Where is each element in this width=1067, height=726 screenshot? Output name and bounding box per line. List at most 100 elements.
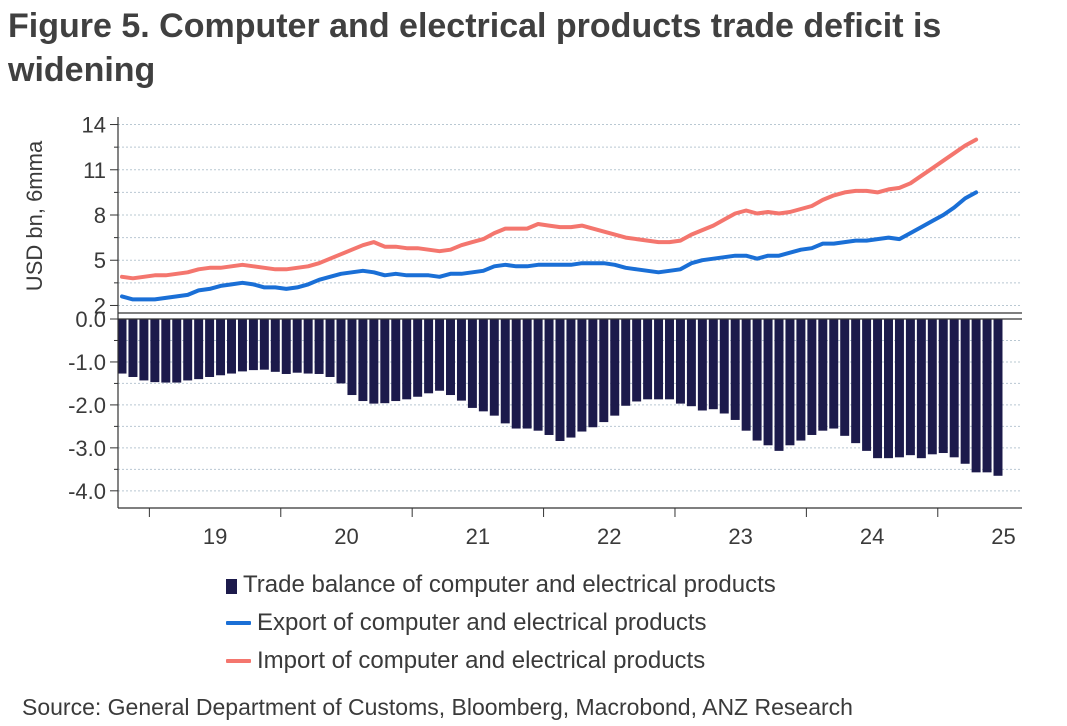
trade-balance-bar	[577, 319, 587, 432]
trade-balance-bar	[500, 319, 510, 424]
legend: Trade balance of computer and electrical…	[226, 566, 776, 680]
trade-balance-bar	[938, 319, 948, 454]
trade-balance-bar	[632, 319, 642, 402]
top-y-tick-label: 5	[94, 248, 106, 273]
legend-item-export: Export of computer and electrical produc…	[226, 604, 776, 642]
top-y-tick-label: 8	[94, 203, 106, 228]
trade-balance-bar	[413, 319, 423, 397]
top-y-tick-label: 14	[82, 113, 106, 138]
top-y-tick-label: 11	[83, 158, 106, 183]
trade-balance-bar	[741, 319, 751, 431]
trade-balance-bars	[117, 319, 1003, 476]
trade-balance-bar	[654, 319, 664, 400]
chart-title: Figure 5. Computer and electrical produc…	[8, 7, 942, 89]
trade-balance-bar	[916, 319, 926, 459]
x-tick-label: 22	[597, 524, 621, 549]
trade-balance-bar	[139, 319, 149, 381]
top-panel-gridlines	[118, 124, 1022, 306]
import-series-line	[120, 137, 979, 281]
trade-balance-bar	[719, 319, 729, 414]
trade-balance-bar	[851, 319, 861, 444]
trade-balance-bar	[358, 319, 368, 402]
trade-balance-bar	[993, 319, 1003, 476]
trade-balance-bar	[708, 319, 718, 410]
trade-balance-bar	[818, 319, 828, 431]
legend-label-trade-balance: Trade balance of computer and electrical…	[243, 571, 776, 598]
trade-balance-bar	[281, 319, 291, 374]
trade-balance-bar	[774, 319, 784, 451]
trade-balance-bar	[807, 319, 817, 435]
trade-balance-bar	[840, 319, 850, 436]
trade-balance-bar	[325, 319, 335, 377]
x-tick-label: 25	[991, 524, 1015, 549]
trade-balance-bar	[785, 319, 795, 446]
trade-balance-bar	[314, 319, 324, 374]
trade-balance-bar	[161, 319, 171, 383]
trade-balance-bar	[292, 319, 302, 373]
legend-label-export: Export of computer and electrical produc…	[257, 609, 707, 636]
trade-balance-bar	[402, 319, 412, 400]
legend-swatch-export-line	[226, 621, 251, 625]
x-tick-label: 20	[334, 524, 358, 549]
trade-balance-bar	[369, 319, 379, 404]
x-tick-label: 23	[728, 524, 752, 549]
trade-balance-bar	[380, 319, 390, 404]
export-series-line	[120, 190, 979, 302]
x-tick-label: 24	[860, 524, 884, 549]
trade-balance-bar	[205, 319, 215, 377]
trade-balance-bar	[752, 319, 762, 441]
legend-swatch-import-line	[226, 659, 251, 663]
trade-balance-bar	[248, 319, 258, 371]
trade-balance-bar	[971, 319, 981, 473]
bottom-y-tick-label: 0.0	[75, 307, 106, 332]
bottom-y-tick-label: -2.0	[68, 393, 106, 418]
bottom-panel-y-tick-labels: 0.0 -1.0 -2.0 -3.0 -4.0	[68, 307, 106, 504]
trade-balance-bar	[643, 319, 653, 400]
legend-item-import: Import of computer and electrical produc…	[226, 642, 776, 680]
trade-balance-bar	[960, 319, 970, 464]
trade-balance-bar	[905, 319, 915, 456]
trade-balance-bar	[610, 319, 620, 416]
x-tick-label: 19	[203, 524, 227, 549]
trade-balance-bar	[456, 319, 466, 401]
trade-balance-bar	[829, 319, 839, 429]
series-lines	[120, 137, 979, 302]
source-note: Source: General Department of Customs, B…	[22, 694, 853, 720]
trade-balance-bar	[544, 319, 554, 435]
trade-balance-bar	[183, 319, 193, 381]
trade-balance-bar	[336, 319, 346, 384]
chart-axes	[110, 117, 1022, 517]
trade-balance-bar	[424, 319, 434, 394]
trade-balance-bar	[884, 319, 893, 459]
trade-balance-bar	[665, 319, 674, 400]
bottom-y-tick-label: -1.0	[68, 350, 106, 375]
trade-balance-bar	[478, 319, 488, 412]
trade-balance-bar	[894, 319, 904, 458]
trade-balance-bar	[873, 319, 883, 459]
y-axis-label: USD bn, 6mma	[22, 140, 47, 291]
legend-swatch-bar	[226, 578, 237, 594]
trade-balance-bar	[730, 319, 740, 420]
top-y-tick-label: 2	[94, 293, 106, 318]
trade-balance-bar	[522, 319, 532, 429]
trade-balance-bar	[172, 319, 182, 383]
trade-balance-bar	[435, 319, 445, 391]
trade-balance-bar	[128, 319, 138, 377]
trade-balance-bar	[150, 319, 160, 383]
trade-balance-bar	[796, 319, 806, 441]
trade-balance-bar	[347, 319, 357, 396]
bottom-y-tick-label: -3.0	[68, 436, 106, 461]
trade-balance-bar	[949, 319, 959, 458]
trade-balance-bar	[270, 319, 280, 372]
bottom-y-tick-label: -4.0	[68, 479, 106, 504]
trade-balance-bar	[675, 319, 685, 404]
trade-balance-bar	[391, 319, 401, 402]
trade-balance-bar	[216, 319, 226, 376]
trade-balance-bar	[446, 319, 455, 396]
trade-balance-bar	[117, 319, 127, 374]
trade-balance-bar	[489, 319, 499, 416]
top-panel-y-tick-labels: 2 5 8 11 14	[82, 113, 106, 319]
legend-label-import: Import of computer and electrical produc…	[257, 647, 706, 674]
legend-item-trade-balance: Trade balance of computer and electrical…	[226, 566, 776, 604]
